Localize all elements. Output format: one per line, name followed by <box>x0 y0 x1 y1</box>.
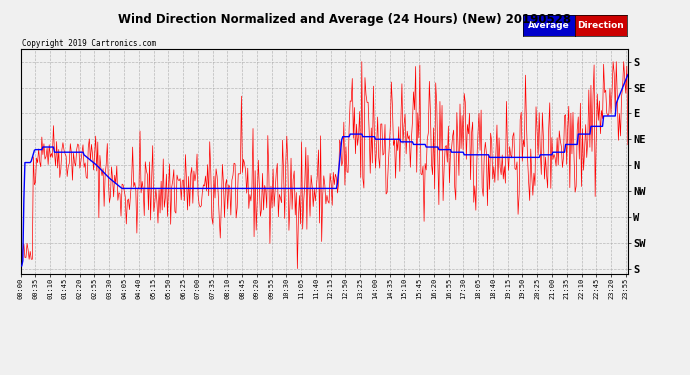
Text: Wind Direction Normalized and Average (24 Hours) (New) 20190528: Wind Direction Normalized and Average (2… <box>119 13 571 26</box>
Text: Average: Average <box>528 21 570 30</box>
Text: Direction: Direction <box>578 21 624 30</box>
Text: Copyright 2019 Cartronics.com: Copyright 2019 Cartronics.com <box>22 39 156 48</box>
